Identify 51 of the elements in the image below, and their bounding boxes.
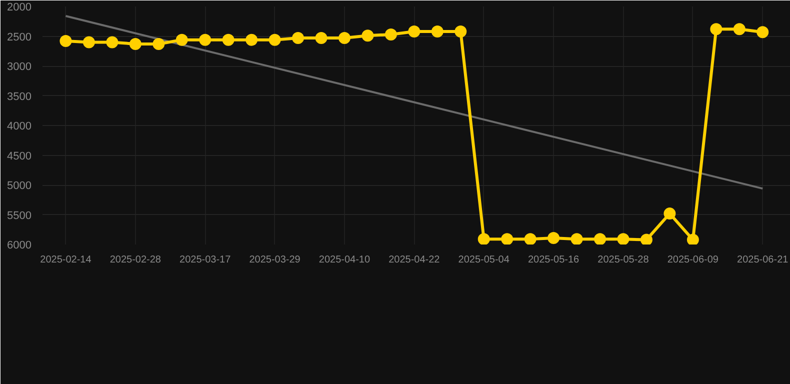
x-tick-label: 2025-03-17 — [180, 254, 232, 266]
point — [129, 38, 142, 50]
x-tick-label: 2025-05-04 — [458, 254, 510, 266]
point — [733, 23, 746, 36]
x-tick-label: 2025-04-10 — [318, 254, 370, 266]
point — [246, 34, 258, 46]
point — [362, 30, 374, 42]
y-tick-label: 2500 — [7, 31, 32, 44]
point — [338, 32, 350, 44]
x-tick-label: 2025-03-29 — [249, 254, 301, 266]
point — [501, 233, 514, 244]
point — [686, 234, 699, 244]
x-tick-label: 2025-02-14 — [40, 254, 92, 266]
point — [617, 233, 630, 244]
x-tick-label: 2025-05-16 — [528, 254, 580, 266]
point — [756, 26, 769, 38]
y-tick-label: 2000 — [7, 2, 32, 14]
point — [570, 233, 583, 244]
x-tick-label: 2025-04-22 — [388, 254, 440, 266]
point — [222, 34, 234, 46]
point — [315, 32, 328, 44]
y-tick-label: 6000 — [7, 240, 32, 252]
y-tick-label: 3500 — [7, 90, 32, 103]
point — [106, 36, 118, 48]
y-tick-label: 5000 — [7, 180, 32, 192]
y-tick-label: 3000 — [7, 61, 32, 73]
x-tick-label: 2025-06-21 — [737, 254, 789, 266]
point — [710, 23, 722, 36]
point — [384, 28, 397, 40]
point — [82, 36, 95, 48]
point — [199, 34, 212, 46]
y-tick-label: 4000 — [7, 120, 32, 132]
point — [640, 234, 652, 244]
y-tick-label: 5500 — [7, 210, 32, 222]
y-tick-label: 4500 — [7, 150, 32, 162]
point — [548, 232, 560, 244]
point — [152, 38, 165, 50]
point — [268, 34, 281, 46]
point — [60, 35, 72, 47]
x-tick-label: 2025-02-28 — [110, 254, 162, 266]
point — [594, 233, 606, 244]
x-tick-label: 2025-06-09 — [667, 254, 719, 266]
x-tick-label: 2025-05-28 — [598, 254, 650, 266]
point — [408, 26, 420, 38]
point — [454, 26, 467, 38]
point — [431, 26, 444, 38]
point — [664, 208, 676, 220]
point — [524, 233, 536, 244]
point — [292, 32, 304, 44]
point — [176, 34, 188, 46]
point — [478, 233, 490, 244]
